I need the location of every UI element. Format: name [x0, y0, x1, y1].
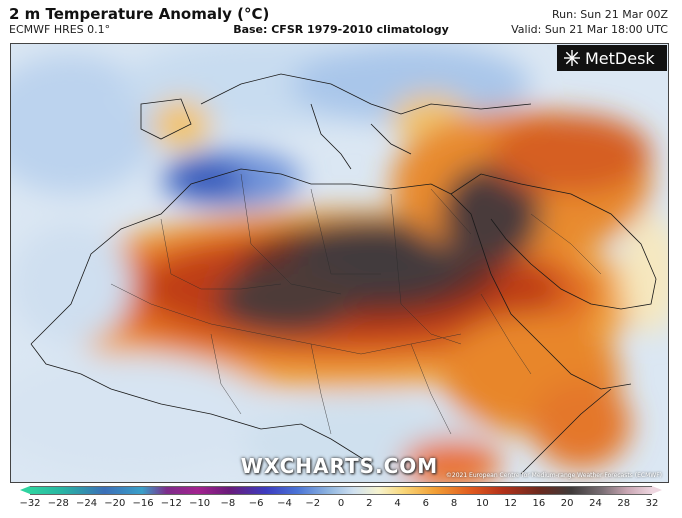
run-time-label: Run: Sun 21 Mar 00Z	[552, 8, 668, 21]
legend-tick-label: −16	[132, 498, 154, 509]
legend-tick-label: −2	[305, 498, 321, 509]
ecmwf-credit: ©2021 European Centre for Medium-range W…	[445, 472, 662, 479]
legend-tick-label: −32	[19, 498, 41, 509]
legend-tick-label: 28	[617, 498, 631, 509]
chart-header: 2 m Temperature Anomaly (°C) ECMWF HRES …	[0, 0, 682, 44]
legend-tick-label: −6	[248, 498, 264, 509]
base-climatology-label: Base: CFSR 1979-2010 climatology	[233, 23, 449, 36]
legend-right-arrow	[652, 486, 662, 494]
legend-left-arrow	[20, 486, 30, 494]
legend-tick-label: 8	[450, 498, 458, 509]
wxcharts-watermark: WXCHARTS.COM	[240, 454, 439, 478]
legend-tick-label: −24	[75, 498, 98, 509]
anomaly-map-canvas	[11, 44, 668, 482]
legend-tick-label: 16	[532, 498, 546, 509]
legend-tick-label: 6	[422, 498, 429, 509]
legend-tick-label: 32	[645, 498, 659, 509]
legend-tick-label: −8	[220, 498, 236, 509]
legend-tick-label: 0	[337, 498, 345, 509]
country-borders	[110, 173, 602, 435]
legend-ticks: −32 −28 −24 −20 −16 −12 −10 −8 −6 −4 −2 0 2 4 6 8 10 12 16…	[19, 498, 658, 514]
legend-tick-label: 20	[560, 498, 574, 509]
legend-tick-label: 4	[394, 498, 401, 509]
anomaly-map: MetDesk WXCHARTS.COM ©2021 European Cent…	[10, 43, 669, 483]
legend-tick-label: −4	[277, 498, 292, 509]
legend-tick-label: 24	[589, 498, 602, 509]
coastlines	[30, 73, 657, 475]
legend-tick-label: 2	[366, 498, 373, 509]
legend-tick-label: −12	[160, 498, 182, 509]
legend-tick-label: −20	[104, 498, 126, 509]
legend-gradient-bar	[30, 486, 652, 495]
legend-tick-label: −28	[47, 498, 69, 509]
chart-title: 2 m Temperature Anomaly (°C)	[9, 5, 270, 23]
legend-tick-label: 10	[475, 498, 489, 509]
legend-tick-label: −10	[189, 498, 211, 509]
color-scale-legend: −32 −28 −24 −20 −16 −12 −10 −8 −6 −4 −2 0 2 4 6 8 10 12 16…	[19, 484, 662, 518]
model-label: ECMWF HRES 0.1°	[9, 23, 111, 36]
metdesk-logo-text: MetDesk	[585, 48, 655, 68]
metdesk-burst-icon	[564, 50, 580, 66]
legend-tick-label: 12	[504, 498, 517, 509]
metdesk-logo: MetDesk	[557, 45, 667, 71]
valid-time-label: Valid: Sun 21 Mar 18:00 UTC	[511, 23, 668, 36]
